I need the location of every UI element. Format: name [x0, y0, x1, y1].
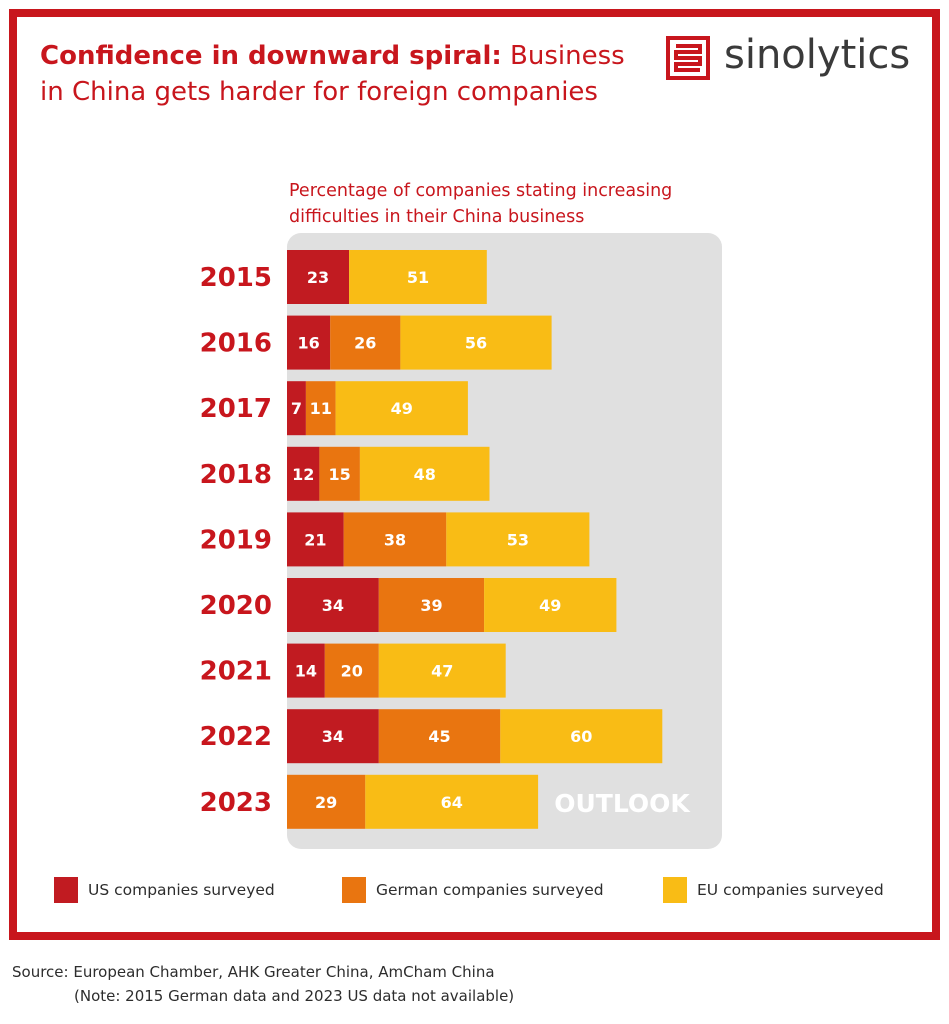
title-rest: Business in China gets harder for foreig…: [40, 41, 625, 107]
data-label: 48: [414, 465, 436, 484]
bar-segment: [287, 709, 379, 764]
data-label: 38: [384, 530, 406, 549]
data-label: 56: [465, 334, 487, 353]
data-label: 60: [570, 727, 592, 746]
data-label: 47: [431, 662, 453, 681]
year-label: 2020: [200, 591, 272, 621]
bar-segment: [365, 774, 539, 829]
data-label: 23: [307, 268, 329, 287]
bar-segment: [378, 643, 506, 698]
bar-segment: [378, 709, 501, 764]
data-label: 34: [322, 596, 344, 615]
data-label: 16: [297, 334, 319, 353]
bar-segment: [335, 381, 468, 436]
data-label: 53: [507, 530, 529, 549]
bar-segment: [330, 315, 401, 370]
legend-label-german: German companies surveyed: [376, 881, 604, 899]
bar-segment: [287, 315, 331, 370]
bar-segment: [359, 446, 490, 501]
sinolytics-logo-icon: [666, 36, 710, 80]
data-label: 39: [420, 596, 442, 615]
year-label: 2017: [200, 394, 272, 424]
data-label: 15: [329, 465, 351, 484]
bar-segment: [287, 250, 350, 304]
bar-segment: [287, 446, 320, 501]
bar-segment: [400, 315, 552, 370]
bar-segment: [324, 643, 379, 698]
bar-segment: [343, 512, 447, 567]
bar-segment: [349, 250, 487, 304]
bar-segment: [500, 709, 663, 764]
data-label: 21: [304, 530, 326, 549]
chart-subtitle: Percentage of companies stating increasi…: [289, 181, 673, 227]
data-label: 14: [295, 662, 317, 681]
data-label: 26: [354, 334, 376, 353]
bar-segment: [287, 578, 379, 632]
chart-title: Confidence in downward spiral: Business …: [40, 38, 640, 110]
legend-swatch-us: [54, 877, 78, 903]
year-label: 2018: [200, 460, 272, 490]
bar-segment: [378, 578, 485, 632]
data-label: 20: [341, 662, 363, 681]
data-label: 12: [292, 465, 314, 484]
year-label: 2023: [200, 788, 272, 818]
bar-segment: [484, 578, 617, 632]
title-bold: Confidence in downward spiral:: [40, 41, 502, 71]
data-label: 7: [291, 399, 302, 418]
year-label: 2015: [200, 263, 272, 293]
bar-segment: [319, 446, 360, 501]
note-text: (Note: 2015 German data and 2023 US data…: [74, 987, 515, 1005]
bar-segment: [287, 381, 306, 436]
legend-label-us: US companies surveyed: [88, 881, 275, 899]
outlook-annotation: OUTLOOK: [554, 789, 691, 818]
year-label: 2021: [200, 657, 272, 687]
data-label: 34: [322, 727, 344, 746]
data-label: 51: [407, 268, 429, 287]
data-label: 45: [428, 727, 450, 746]
year-label: 2022: [200, 722, 272, 752]
bar-segment: [287, 512, 344, 567]
year-label: 2016: [200, 329, 272, 359]
bar-segment: [305, 381, 336, 436]
legend-swatch-eu: [663, 877, 687, 903]
logo-text: sinolytics: [724, 32, 911, 78]
data-label: 11: [310, 399, 332, 418]
source-text: Source: European Chamber, AHK Greater Ch…: [12, 963, 495, 981]
legend-swatch-german: [342, 877, 366, 903]
data-label: 49: [391, 399, 413, 418]
data-label: 64: [441, 793, 463, 812]
data-label: 29: [315, 793, 337, 812]
data-label: 49: [539, 596, 561, 615]
bar-segment: [446, 512, 590, 567]
bar-segment: [287, 643, 325, 698]
year-label: 2019: [200, 525, 272, 555]
bar-segment: [287, 774, 366, 829]
legend-label-eu: EU companies surveyed: [697, 881, 884, 899]
